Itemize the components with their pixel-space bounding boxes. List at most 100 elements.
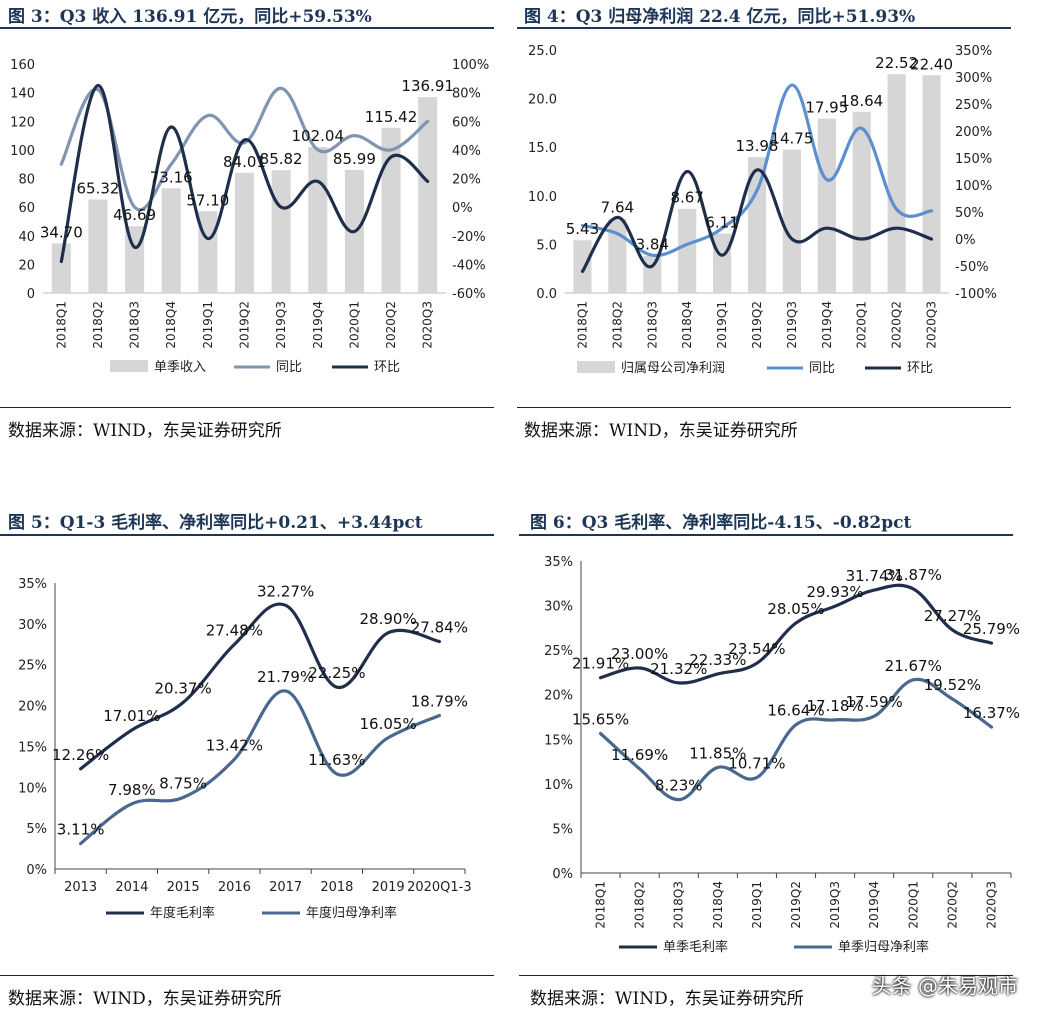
x-tick-label: 2017 [269,880,302,895]
series-line-net-margin [79,689,441,846]
figure-3-top-rule [0,27,494,29]
figure-3-title: 图 3：Q3 收入 136.91 亿元，同比+59.53% [8,7,372,27]
y-right-tick-label: 60% [452,115,481,130]
bar-value-label: 22.52 [875,54,918,72]
data-label: 22.33% [689,651,746,669]
bar [922,75,941,293]
bar [198,211,218,293]
x-tick-label: 2019Q4 [820,301,834,349]
bar [852,111,871,293]
x-tick-label: 2018Q4 [164,301,178,349]
y-right-tick-label: 100% [452,58,489,73]
bar [381,127,401,294]
bar-value-label: 17.95 [805,99,848,117]
x-tick-label: 2019 [372,880,405,895]
bar [573,240,592,293]
x-tick-label: 2019Q3 [785,301,799,349]
legend-bar-swatch [110,360,148,372]
y-right-tick-label: 350% [955,44,992,59]
bar [51,243,71,293]
x-tick-label: 2018Q3 [645,301,659,349]
y-right-tick-label: 40% [452,144,481,159]
legend-label: 年度毛利率 [150,905,215,921]
figure-5-bottom-rule [0,975,494,976]
y-right-tick-label: 150% [955,152,992,167]
bar-value-label: 6.11 [705,214,738,232]
y-right-tick-label: -50% [955,260,989,275]
x-tick-label: 2014 [115,880,148,895]
y-left-tick-label: 15.0 [528,141,557,156]
y-tick-label: 10% [544,778,573,793]
data-label: 8.23% [655,777,703,795]
x-tick-label: 2018Q4 [711,881,725,929]
x-tick-label: 2020Q1 [347,301,361,349]
legend-bar-label: 单季收入 [154,360,206,375]
y-left-tick-label: 60 [18,201,35,216]
x-tick-label: 2019Q3 [828,881,842,929]
series-line-yoy [580,83,934,258]
bar-value-label: 34.70 [40,223,83,241]
bar-value-label: 13.98 [736,137,779,155]
x-tick-label: 2018Q3 [128,301,142,349]
series-line-qoq [580,168,934,273]
bar-value-label: 14.75 [770,130,813,148]
y-tick-label: 35% [544,555,573,570]
y-left-tick-label: 100 [10,144,35,159]
bar-value-label: 85.99 [333,150,376,168]
figure-3-chart: 0 20 40 60 80 100 120 140 160 -60% -40% -20% 0% 20% 40… [10,58,489,375]
y-tick-label: 30% [544,600,573,615]
figure-4-title: 图 4：Q3 归母净利润 22.4 亿元，同比+51.93% [524,7,916,27]
bar [271,170,291,293]
bar-value-label: 46.69 [113,206,156,224]
y-left-tick-label: 20.0 [528,93,557,108]
data-label: 13.42% [206,736,263,754]
legend-label: 单季毛利率 [663,939,728,955]
data-label: 31.74% [846,567,903,585]
y-tick-label: 25% [544,644,573,659]
y-tick-label: 35% [18,577,47,592]
x-tick-label: 2019Q2 [789,881,803,929]
data-label: 15.65% [572,710,629,728]
y-right-tick-label: -100% [955,287,997,302]
y-left-tick-label: 10.0 [528,190,557,205]
y-left-tick-label: 80 [18,173,35,188]
x-tick-label: 2020Q1 [855,301,869,349]
data-label: 10.71% [728,755,785,773]
y-left-tick-label: 140 [10,87,35,102]
x-tick-label: 2018Q1 [594,881,608,929]
bar-value-label: 3.84 [636,236,669,254]
y-right-tick-label: 100% [955,179,992,194]
data-label: 27.27% [924,607,981,625]
data-label: 8.75% [159,775,207,793]
data-label: 28.05% [767,600,824,618]
series-line-gross-margin [79,602,441,771]
y-left-tick-label: 20 [18,258,35,273]
figure-4-source: 数据来源：WIND，东吴证券研究所 [524,421,798,441]
y-right-tick-label: 300% [955,71,992,86]
bar [713,233,732,293]
bar [418,97,438,293]
y-tick-label: 20% [544,689,573,704]
bar-value-label: 85.82 [260,150,303,168]
data-label: 23.54% [728,640,785,658]
x-tick-label: 2020Q2 [945,881,959,929]
x-tick-label: 2019Q1 [715,301,729,349]
x-tick-label: 2018Q2 [91,301,105,349]
y-tick-label: 0% [552,867,573,882]
bar-value-label: 7.64 [601,199,634,217]
y-tick-label: 30% [18,618,47,633]
figure-3-source: 数据来源：WIND，东吴证券研究所 [8,421,282,441]
y-left-tick-label: 160 [10,58,35,73]
bar [782,149,801,293]
data-label: 3.11% [57,821,105,839]
data-label: 23.00% [611,645,668,663]
data-label: 16.64% [767,702,824,720]
data-label: 17.59% [846,693,903,711]
x-tick-label: 2018Q2 [633,881,647,929]
figure-4-bottom-rule [517,407,1011,408]
data-label: 11.63% [308,751,365,769]
x-tick-label: 2019Q2 [750,301,764,349]
legend-label: 单季归母净利率 [838,939,929,955]
figure-4-chart: 0.0 5.0 10.0 15.0 20.0 25.0 -100% -50% 0% 50% 100%… [528,44,997,376]
x-tick-label: 2019Q3 [274,301,288,349]
